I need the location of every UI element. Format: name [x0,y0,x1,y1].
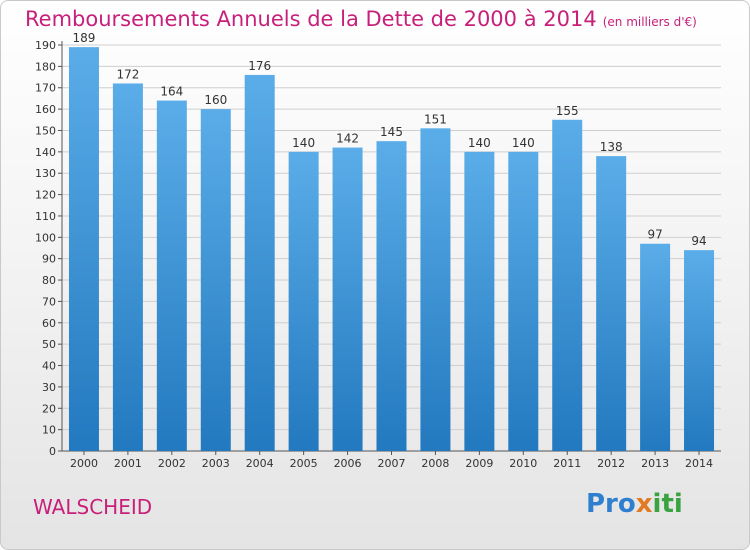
value-labels: 189 172 164 160 176 140 142 145 151 140 140 155 138 9… [73,31,707,248]
logo-part-1: Pro [586,489,636,519]
y-tick-label: 30 [42,381,56,394]
bar-2008 [420,128,451,451]
value-label-2007: 145 [380,125,403,139]
x-tick-label-2002: 2002 [158,457,186,470]
value-label-2006: 142 [336,132,359,146]
chart-title-text: Remboursements Annuels de la Dette de 20… [25,7,597,31]
value-label-2005: 140 [292,136,315,150]
bar-2004 [244,74,275,452]
x-tick-label-2003: 2003 [202,457,230,470]
y-tick-label: 140 [35,146,56,159]
chart-subtitle: (en milliers d'€) [602,15,697,29]
bar-2005 [288,151,319,451]
value-label-2014: 94 [691,234,706,248]
y-tick-label: 170 [35,82,56,95]
value-label-2000: 189 [73,31,96,45]
y-tick-label: 70 [42,295,56,308]
y-tick-label: 20 [42,402,56,415]
y-tick-label: 110 [35,210,56,223]
value-label-2004: 176 [248,59,271,73]
bar-2013 [640,243,671,451]
bar-2007 [376,141,407,451]
logo-part-2: x [635,489,653,519]
y-tick-label: 40 [42,360,56,373]
bars [68,47,715,452]
x-tick-labels: 2000 2001 2002 2003 2004 2005 2006 2007 2008 2009… [70,451,713,470]
x-tick-label-2012: 2012 [597,457,625,470]
bar-2010 [508,151,539,451]
place-name: WALSCHEID [33,495,153,519]
y-tick-label: 130 [35,167,56,180]
bar-2014 [684,250,715,451]
y-tick-label: 120 [35,189,56,202]
bar-2003 [200,109,231,452]
bar-2009 [464,151,495,451]
bar-2000 [68,47,99,451]
value-label-2013: 97 [647,228,662,242]
y-tick-label: 60 [42,317,56,330]
y-tick-label: 90 [42,253,56,266]
x-tick-label-2001: 2001 [114,457,142,470]
y-tick-label: 150 [35,124,56,137]
value-label-2008: 151 [424,112,447,126]
x-tick-label-2007: 2007 [378,457,406,470]
y-tick-label: 0 [49,445,56,458]
x-tick-label-2004: 2004 [246,457,274,470]
x-tick-label-2006: 2006 [334,457,362,470]
y-tick-label: 160 [35,103,56,116]
bar-2012 [596,156,627,451]
x-tick-label-2013: 2013 [641,457,669,470]
x-tick-label-2008: 2008 [421,457,449,470]
value-label-2002: 164 [160,85,183,99]
value-label-2011: 155 [556,104,579,118]
x-tick-label-2011: 2011 [553,457,581,470]
bar-2006 [332,147,363,451]
x-tick-label-2000: 2000 [70,457,98,470]
y-tick-label: 80 [42,274,56,287]
x-tick-label-2014: 2014 [685,457,713,470]
y-tick-label: 180 [35,60,56,73]
proxiti-logo: Proxiti [586,489,683,519]
bar-2002 [156,100,187,451]
value-label-2003: 160 [204,93,227,107]
y-tick-labels: 0 10 20 30 40 50 60 70 80 90 100 110 120 130 140 150 160… [35,39,56,458]
x-tick-label-2010: 2010 [509,457,537,470]
x-tick-label-2009: 2009 [465,457,493,470]
chart-title: Remboursements Annuels de la Dette de 20… [25,7,697,31]
x-tick-label-2005: 2005 [290,457,318,470]
value-label-2010: 140 [512,136,535,150]
value-label-2009: 140 [468,136,491,150]
logo-part-3: iti [652,489,683,519]
bar-2001 [112,83,143,451]
value-label-2012: 138 [600,140,623,154]
y-tick-label: 190 [35,39,56,52]
y-tick-label: 10 [42,424,56,437]
y-tick-label: 100 [35,231,56,244]
y-tick-label: 50 [42,338,56,351]
value-label-2001: 172 [116,67,139,81]
bar-2011 [552,119,583,451]
